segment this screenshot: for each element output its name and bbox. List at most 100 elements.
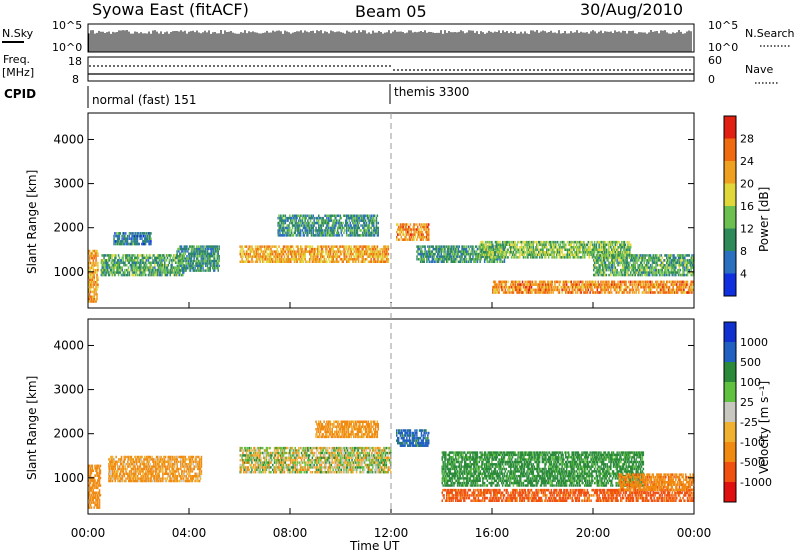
heatmap-cell-0-5 (320, 231, 323, 235)
heatmap-cell-0-7 (477, 255, 480, 258)
heatmap-cell-0-4 (356, 255, 359, 258)
heatmap-cell-0-5 (377, 231, 379, 235)
heatmap-cell-0-5 (308, 229, 311, 232)
heatmap-cell-0-8 (583, 243, 585, 246)
heatmap-cell-0-9 (575, 285, 578, 289)
heatmap-cell-0-5 (299, 216, 301, 220)
heatmap-cell-0-8 (516, 243, 518, 246)
heatmap-cell-0-8 (618, 240, 620, 244)
heatmap-cell-0-8 (602, 248, 605, 251)
heatmap-cell-0-4 (293, 258, 296, 261)
heatmap-cell-0-3 (195, 247, 197, 251)
heatmap-cell-0-8 (608, 243, 610, 246)
heatmap-cell-0-7 (470, 260, 472, 263)
heatmap-cell-0-9 (520, 288, 523, 292)
heatmap-cell-0-8 (532, 246, 535, 249)
heatmap-cell-0-8 (550, 253, 553, 256)
heatmap-cell-0-8 (495, 256, 498, 259)
heatmap-cell-0-1 (102, 271, 104, 274)
heatmap-cell-0-1 (111, 264, 113, 267)
heatmap-cell-0-8 (611, 240, 613, 244)
heatmap-cell-0-8 (519, 253, 521, 256)
heatmap-cell-0-0 (88, 290, 90, 294)
heatmap-cell-0-5 (373, 226, 376, 230)
heatmap-cell-0-9 (514, 280, 516, 284)
heatmap-cell-0-1 (121, 268, 123, 272)
heatmap-cell-0-8 (550, 243, 553, 246)
heatmap-cell-0-8 (537, 248, 539, 251)
heatmap-cell-0-4 (266, 258, 269, 261)
heatmap-cell-0-9 (538, 283, 541, 286)
heatmap-cell-0-0 (91, 249, 94, 253)
heatmap-cell-0-4 (300, 260, 303, 263)
heatmap-cell-0-9 (538, 280, 541, 284)
heatmap-cell-0-8 (598, 251, 600, 254)
heatmap-cell-0-4 (331, 258, 334, 261)
heatmap-cell-0-3 (192, 262, 194, 265)
heatmap-cell-0-3 (188, 252, 190, 255)
heatmap-cell-0-9 (588, 285, 590, 289)
heatmap-cell-0-9 (509, 285, 511, 289)
heatmap-cell-0-9 (567, 291, 570, 294)
heatmap-cell-0-5 (376, 214, 379, 217)
nave-point (241, 65, 243, 67)
heatmap-cell-0-9 (647, 280, 649, 284)
heatmap-cell-0-7 (470, 252, 472, 256)
heatmap-cell-0-6 (426, 238, 428, 241)
heatmap-cell-0-3 (191, 255, 194, 258)
heatmap-cell-0-9 (644, 283, 646, 286)
heatmap-cell-0-8 (577, 256, 580, 259)
heatmap-cell-0-7 (474, 260, 476, 263)
heatmap-cell-0-8 (489, 253, 491, 256)
heatmap-cell-0-9 (564, 280, 566, 284)
heatmap-cell-0-4 (340, 250, 343, 253)
heatmap-cell-0-2 (144, 237, 147, 240)
heatmap-cell-0-5 (313, 221, 315, 225)
heatmap-cell-0-8 (597, 240, 599, 244)
heatmap-cell-0-1 (154, 256, 156, 260)
heatmap-cell-0-1 (164, 259, 166, 262)
heatmap-cell-0-4 (384, 252, 387, 256)
heatmap-cell-0-5 (323, 221, 325, 225)
heatmap-cell-0-3 (213, 247, 215, 251)
heatmap-cell-0-7 (468, 247, 471, 251)
heatmap-cell-0-8 (574, 256, 576, 259)
heatmap-cell-0-5 (292, 214, 295, 217)
heatmap-cell-0-9 (632, 288, 635, 292)
heatmap-cell-0-1 (153, 261, 155, 264)
heatmap-cell-0-2 (116, 240, 119, 243)
heatmap-cell-0-4 (281, 247, 284, 251)
heatmap-cell-0-4 (285, 258, 287, 261)
heatmap-cell-0-4 (348, 258, 351, 261)
heatmap-cell-0-4 (239, 245, 241, 248)
heatmap-cell-0-4 (362, 255, 364, 258)
heatmap-cell-0-8 (487, 253, 489, 256)
heatmap-cell-0-5 (354, 221, 356, 225)
heatmap-cell-0-4 (283, 260, 286, 263)
heatmap-cell-0-5 (307, 219, 309, 222)
heatmap-cell-0-1 (138, 271, 141, 274)
heatmap-cell-0-4 (300, 255, 302, 258)
heatmap-cell-0-9 (502, 291, 505, 294)
heatmap-cell-0-6 (408, 228, 411, 231)
heatmap-cell-0-5 (281, 221, 283, 225)
heatmap-cell-0-1 (166, 254, 169, 257)
heatmap-cell-0-5 (371, 224, 373, 227)
heatmap-cell-0-4 (317, 247, 319, 251)
heatmap-cell-0-3 (205, 250, 207, 253)
heatmap-cell-0-5 (278, 226, 280, 230)
heatmap-cell-0-5 (323, 219, 325, 222)
heatmap-cell-0-8 (517, 240, 519, 244)
heatmap-cell-0-9 (600, 285, 602, 289)
heatmap-cell-0-5 (326, 214, 328, 217)
heatmap-cell-0-4 (384, 245, 387, 248)
heatmap-cell-0-4 (247, 255, 250, 258)
heatmap-cell-0-8 (482, 240, 484, 244)
nave-point (121, 65, 123, 67)
heatmap-cell-0-5 (297, 229, 299, 232)
heatmap-cell-0-1 (139, 264, 142, 267)
heatmap-cell-0-4 (373, 260, 375, 263)
heatmap-cell-0-3 (216, 257, 219, 260)
heatmap-cell-0-3 (185, 267, 187, 270)
heatmap-cell-0-1 (149, 256, 151, 260)
